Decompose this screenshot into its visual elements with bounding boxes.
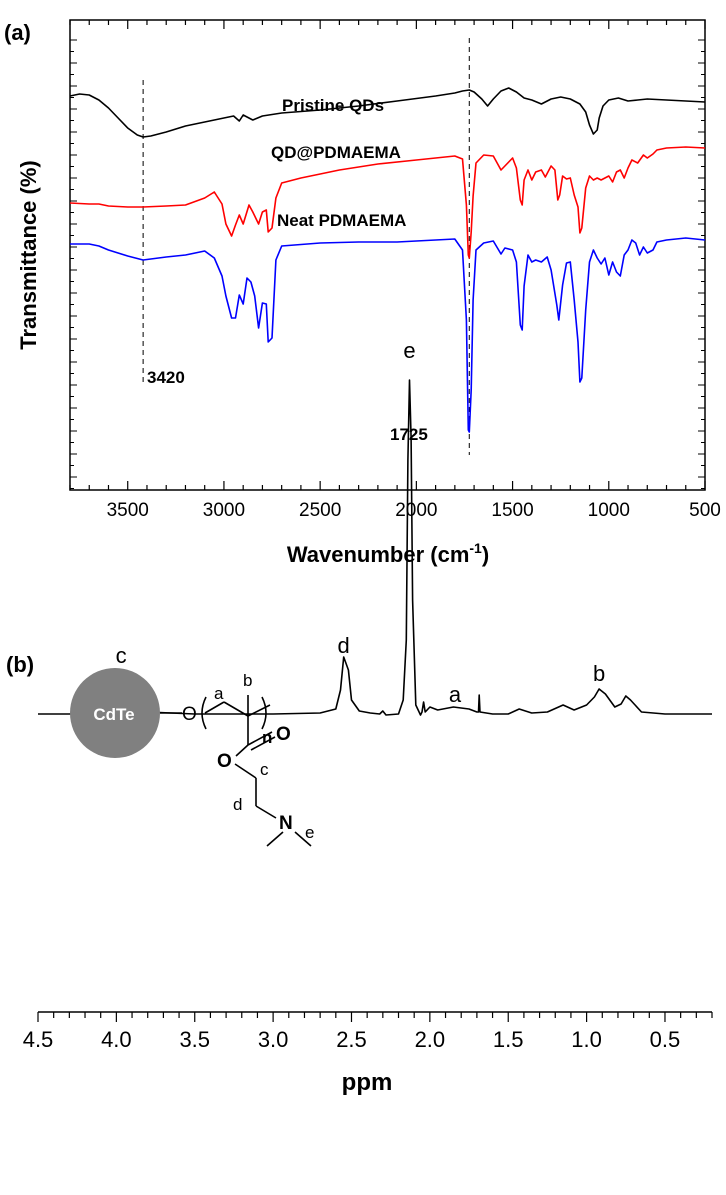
nmr-x-tick-label: 2.5	[336, 1027, 367, 1052]
bond-n-methyl-right	[294, 831, 312, 847]
bond-carbonyl-o	[235, 744, 249, 757]
annotation-3420: 3420	[147, 368, 185, 387]
series-label-qd-pdmaema: QD@PDMAEMA	[271, 143, 401, 162]
nmr-peak-label-b: b	[593, 661, 605, 686]
nmr-x-tick-label: 3.0	[258, 1027, 289, 1052]
position-label-d: d	[233, 795, 242, 814]
atom-n: N	[279, 813, 293, 834]
cdte-core	[70, 668, 160, 758]
bracket-left	[201, 696, 207, 730]
bond-carbonyl-double-2	[250, 736, 276, 751]
ftir-series-qd-pdmaema	[69, 146, 706, 259]
bond-ch2-c	[223, 701, 249, 717]
atom-o-ester: O	[217, 751, 232, 772]
cdte-label: CdTe	[93, 705, 134, 724]
bond-o-ch2	[204, 701, 225, 714]
nmr-x-tick-label: 4.0	[101, 1027, 132, 1052]
bond-n-methyl-left	[266, 831, 284, 847]
ftir-y-ticks	[70, 39, 705, 489]
ftir-series-neat-pdmaema	[70, 237, 706, 433]
atom-o-carbonyl: O	[276, 724, 291, 745]
ftir-x-tick-label: 1500	[491, 500, 533, 521]
ftir-x-tick-label: 2500	[299, 500, 341, 521]
bond-o-ch2-c	[234, 763, 257, 779]
repeat-unit-n: n	[262, 728, 272, 747]
panel-a: (a) 3500 3000 2500 2000 1500 1000 500 Pristine…	[4, 19, 721, 567]
nmr-spectrum-line	[38, 379, 712, 716]
nmr-x-tick-label: 0.5	[650, 1027, 681, 1052]
bond-ch2-n	[255, 805, 277, 819]
nmr-x-tick-label: 1.0	[571, 1027, 602, 1052]
nmr-peak-label-e: e	[403, 338, 415, 363]
nmr-peak-label-d: d	[338, 633, 350, 658]
ftir-x-ticks	[69, 20, 706, 490]
nmr-x-tick-label: 2.0	[415, 1027, 446, 1052]
atom-o-link: O	[182, 704, 197, 725]
ftir-series	[69, 87, 706, 433]
ftir-x-tick-labels: 3500 3000 2500 2000 1500 1000 500	[107, 500, 721, 521]
nmr-x-tick-labels: 4.5 4.0 3.5 3.0 2.5 2.0 1.5 1.0 0.5	[23, 1027, 681, 1052]
nmr-peak-label-c: c	[116, 643, 127, 668]
nmr-x-tick-label: 4.5	[23, 1027, 54, 1052]
ftir-x-tick-label: 1000	[588, 500, 630, 521]
bond-carbonyl-double-1	[247, 731, 273, 746]
ftir-x-tick-label: 3500	[107, 500, 149, 521]
series-label-pristine-qds: Pristine QDs	[282, 96, 384, 115]
panel-b-label: (b)	[6, 652, 34, 677]
position-label-a: a	[214, 684, 224, 703]
ftir-x-tick-label: 3000	[203, 500, 245, 521]
panel-a-label: (a)	[4, 20, 31, 45]
ftir-series-pristine-qds	[69, 87, 706, 138]
nmr-x-tick-label: 1.5	[493, 1027, 524, 1052]
ftir-plot-frame	[69, 19, 706, 491]
ftir-y-axis-label: Transmittance (%)	[16, 160, 41, 350]
nmr-spectrum	[38, 379, 712, 716]
series-label-neat-pdmaema: Neat PDMAEMA	[277, 211, 406, 230]
nmr-x-ticks	[37, 1012, 713, 1022]
bracket-right	[261, 696, 267, 730]
position-label-b: b	[243, 671, 252, 690]
pdmaema-structure: CdTe O n a b O O c d N e	[70, 668, 314, 847]
ftir-x-axis-label: Wavenumber (cm-1)	[287, 540, 489, 567]
nmr-peak-label-a: a	[449, 682, 462, 707]
nmr-x-axis-label: ppm	[342, 1069, 393, 1096]
position-label-c: c	[260, 760, 269, 779]
nmr-x-tick-label: 3.5	[179, 1027, 210, 1052]
ftir-x-tick-label: 2000	[395, 500, 437, 521]
ftir-x-tick-label: 500	[689, 500, 721, 521]
bond-backbone-right	[247, 704, 271, 717]
position-label-e: e	[305, 823, 314, 842]
